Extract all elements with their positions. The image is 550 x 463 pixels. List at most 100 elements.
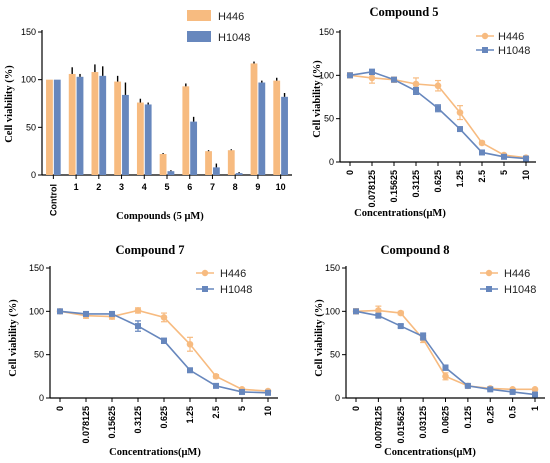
x-tick-label: 10 (276, 182, 286, 192)
point-h1048 (532, 391, 538, 398)
x-tick-label: 4 (142, 182, 147, 192)
point-h446 (186, 340, 194, 348)
x-tick-label: 5 (499, 170, 509, 175)
x-tick-label: 0.625 (159, 406, 169, 429)
x-tick-label: 2.5 (477, 170, 487, 183)
legend-swatch-h446 (187, 10, 211, 21)
y-axis-label: Cell viability (%) (312, 60, 323, 138)
point-h446 (160, 314, 168, 321)
bar-h1048 (144, 104, 152, 175)
bar-h1048 (190, 121, 198, 175)
point-h1048 (487, 386, 494, 393)
legend-label-h446: H446 (220, 268, 246, 280)
bar-h1048 (99, 75, 107, 175)
point-h1048 (509, 388, 516, 395)
legend: H446 H1048 (476, 31, 530, 57)
legend-label-h1048: H1048 (218, 32, 250, 44)
point-h1048 (187, 367, 193, 374)
line-h1048 (355, 310, 536, 396)
bar-h1048 (53, 79, 61, 175)
legend: H446 H1048 (480, 268, 536, 296)
x-axis-label: Compounds (5 μM) (116, 211, 204, 222)
bar-h1048 (212, 167, 220, 175)
x-axis-label: Concentrations(μM) (109, 447, 201, 458)
legend-label-h446: H446 (504, 268, 530, 280)
bar-h1048 (258, 82, 266, 175)
legend-marker-h446 (481, 32, 489, 40)
y-tick-label: 150 (319, 27, 334, 37)
x-tick-label: 0.25 (485, 406, 495, 424)
x-tick-label: 1 (74, 182, 79, 192)
y-tick-label: 100 (29, 306, 44, 316)
x-tick-label: 0.015625 (396, 406, 406, 444)
bar-h446 (227, 150, 235, 175)
point-h1048 (435, 105, 441, 112)
point-h446 (397, 309, 405, 317)
line-h1048 (59, 310, 269, 394)
x-tick-label: 8 (233, 182, 238, 192)
chart-title: Compound 5 (369, 5, 438, 19)
x-tick-label: 0.125 (463, 406, 473, 429)
point-h1048 (265, 389, 271, 396)
x-tick-label: 0.078125 (367, 170, 377, 208)
x-tick-label: 0.625 (433, 170, 443, 193)
x-tick-label: 0 (345, 170, 355, 175)
point-h446 (478, 139, 486, 147)
point-h1048 (347, 72, 353, 79)
x-tick-label: 5 (164, 182, 169, 192)
x-tick-label: 0.3125 (411, 170, 421, 198)
x-tick-label: 1.25 (185, 406, 195, 424)
point-h1048 (83, 310, 89, 317)
point-h1048 (413, 87, 419, 94)
legend-swatch-h1048 (187, 31, 211, 42)
point-h1048 (464, 382, 471, 389)
x-tick-label: 0.15625 (389, 170, 399, 203)
legend-label-h446: H446 (498, 31, 524, 43)
x-tick-label: 7 (210, 182, 215, 192)
x-tick-label: 1.25 (455, 170, 465, 188)
x-tick-label: 0.3125 (133, 406, 143, 434)
y-tick-label: 150 (29, 263, 44, 273)
point-h1048 (109, 310, 115, 317)
point-h1048 (161, 337, 167, 344)
legend-label-h1048: H1048 (504, 284, 536, 296)
panel-compound-7: Compound 7 Cell viability (%) Concentrat… (8, 243, 278, 458)
bar-h1048 (281, 96, 288, 175)
bar-h446 (182, 86, 190, 175)
chart-title: Compound 8 (380, 243, 449, 257)
point-h1048 (375, 312, 382, 319)
y-tick-label: 100 (21, 75, 36, 85)
y-tick-label: 100 (325, 306, 340, 316)
x-tick-label: 10 (263, 406, 273, 416)
y-tick-label: 0 (335, 393, 340, 403)
point-h446 (434, 82, 442, 90)
point-h1048 (353, 308, 359, 315)
x-tick-label: 0 (55, 406, 65, 411)
bar-h446 (205, 151, 212, 175)
point-h1048 (369, 68, 375, 75)
y-tick-label: 50 (324, 114, 334, 124)
y-tick-label: 50 (330, 350, 340, 360)
legend-marker-h446 (485, 269, 493, 277)
legend-marker-h1048 (482, 47, 488, 53)
x-tick-label: 0 (351, 406, 361, 411)
point-h446 (456, 109, 464, 116)
x-tick-label: 1 (530, 406, 540, 411)
bar-h446 (46, 79, 53, 175)
y-tick-label: 150 (21, 27, 36, 37)
point-h1048 (457, 126, 463, 133)
chart-title: Compound 7 (115, 243, 184, 257)
bar-h1048 (167, 171, 175, 175)
point-h1048 (442, 364, 449, 371)
x-tick-label: 9 (255, 182, 260, 192)
x-tick-label: Control (48, 184, 58, 216)
legend: H446 H1048 (196, 268, 252, 296)
y-axis-label: Cell viability (%) (4, 65, 15, 143)
point-h446 (134, 307, 142, 314)
x-tick-label: 0.03125 (418, 406, 428, 439)
x-tick-label: 3 (119, 182, 124, 192)
point-h1048 (391, 76, 397, 83)
y-axis-label: Cell viability (%) (8, 299, 19, 377)
legend-marker-h446 (201, 269, 209, 277)
